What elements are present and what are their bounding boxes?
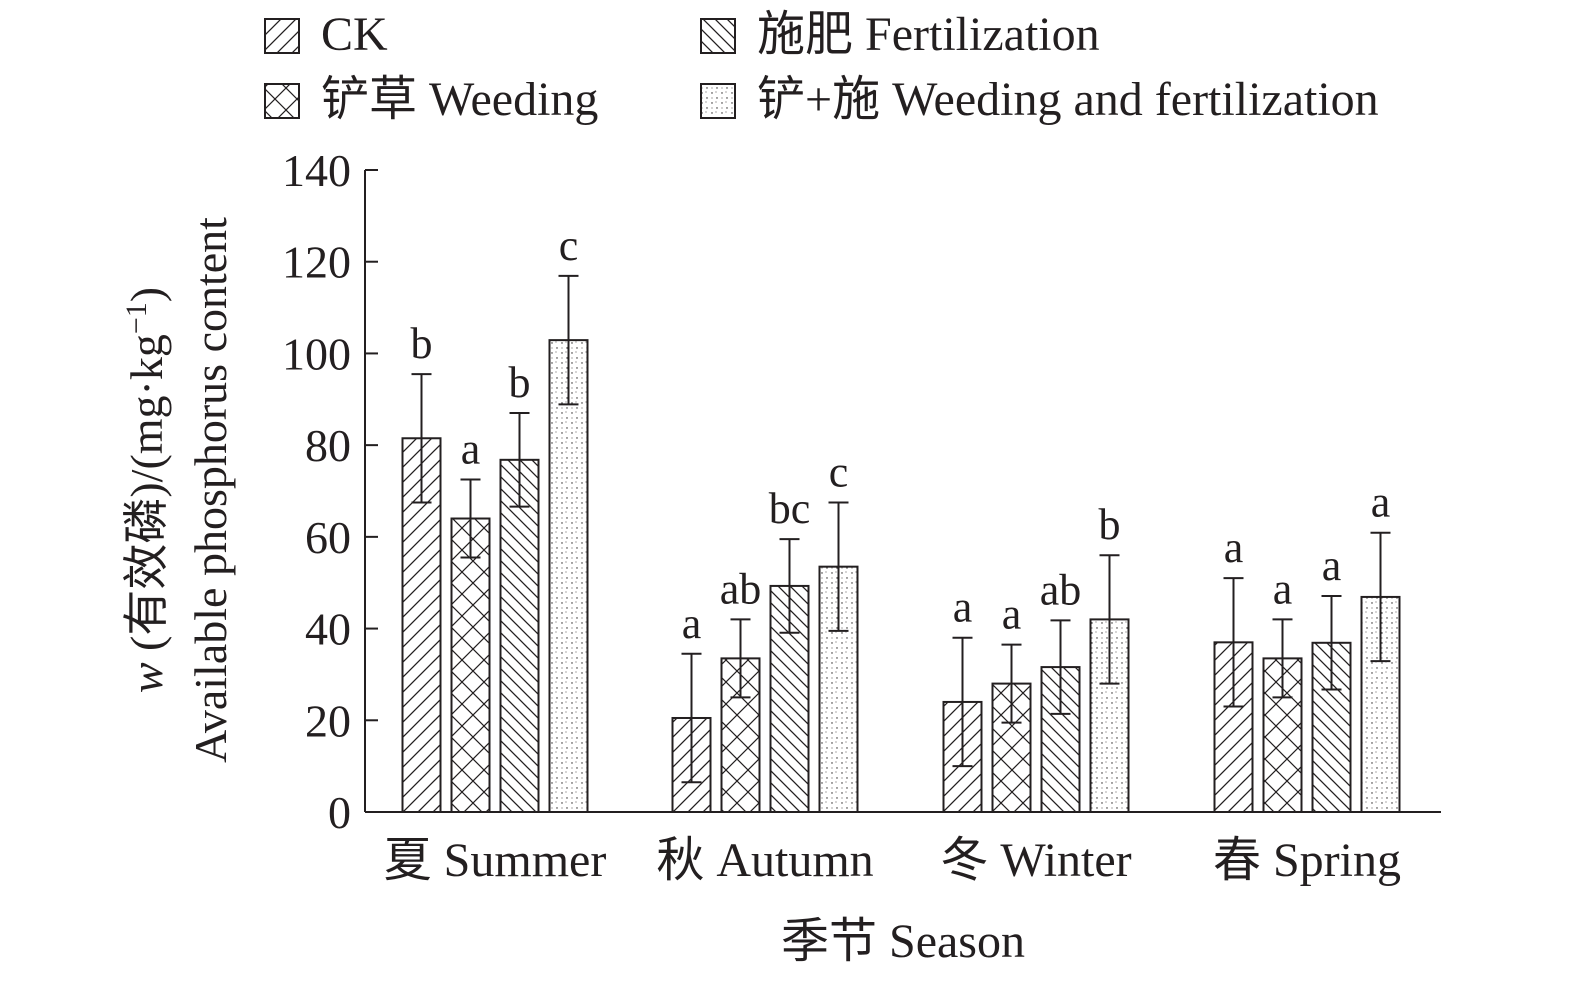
y-tick-label: 40: [305, 604, 351, 655]
significance-letter: ab: [1040, 565, 1082, 614]
legend: CK 施肥 Fertilization 铲草 Weeding 铲+施 Weeding …: [264, 8, 1379, 126]
significance-letter: a: [953, 583, 973, 632]
significance-letter: c: [829, 447, 849, 496]
legend-label: 铲+施 Weeding and fertilization: [757, 73, 1379, 126]
y-tick-label: 60: [305, 512, 351, 563]
y-axis-title-line1: w (有效磷)/(mg·kg−1): [120, 287, 172, 693]
significance-letter: a: [682, 599, 702, 648]
legend-label: 施肥 Fertilization: [757, 8, 1100, 61]
significance-letter: c: [559, 221, 579, 270]
significance-letter: b: [1099, 500, 1121, 549]
y-tick-label: 100: [282, 328, 351, 379]
y-tick-label: 20: [305, 695, 351, 746]
significance-letter: a: [1322, 541, 1342, 590]
significance-letter: a: [1224, 523, 1244, 572]
significance-letter: bc: [769, 484, 811, 533]
y-tick-label: 140: [282, 145, 351, 196]
x-axis-title: 季节 Season: [781, 915, 1025, 968]
significance-letter: ab: [720, 564, 762, 613]
significance-letter: b: [411, 319, 433, 368]
legend-label: 铲草 Weeding: [321, 73, 598, 126]
legend-item: 施肥 Fertilization: [700, 8, 1100, 61]
legend-item: 铲草 Weeding: [264, 73, 598, 126]
legend-label: CK: [321, 8, 388, 61]
legend-swatch: [700, 18, 736, 54]
legend-swatch: [700, 83, 736, 119]
bar: [548, 339, 589, 813]
legend-item: CK: [264, 8, 388, 61]
y-tick-label: 0: [328, 787, 351, 838]
y-tick-label: 120: [282, 237, 351, 288]
y-tick-label: 80: [305, 420, 351, 471]
x-tick-label: 夏 Summer: [384, 834, 607, 887]
x-tick-label: 冬 Winter: [940, 834, 1131, 887]
significance-letter: a: [1273, 564, 1293, 613]
x-tick-label: 春 Spring: [1213, 834, 1401, 887]
y-axis-title-line2: Available phosphorus content: [185, 217, 236, 763]
legend-item: 铲+施 Weeding and fertilization: [700, 73, 1379, 126]
legend-swatch: [264, 18, 300, 54]
bar: [450, 517, 491, 813]
significance-letter: a: [461, 425, 481, 474]
axes: 0 20 40 60 80 100 120 140: [282, 145, 1441, 838]
significance-letter: a: [1002, 590, 1022, 639]
significance-letter: b: [509, 358, 531, 407]
legend-swatch: [264, 83, 300, 119]
x-tick-label: 秋 Autumn: [656, 834, 873, 887]
axis-labels: 夏 Summer 秋 Autumn 冬 Winter 春 Spring 季节 Seaso…: [120, 217, 1401, 968]
bar: [499, 458, 540, 813]
significance-letter: a: [1371, 478, 1391, 527]
